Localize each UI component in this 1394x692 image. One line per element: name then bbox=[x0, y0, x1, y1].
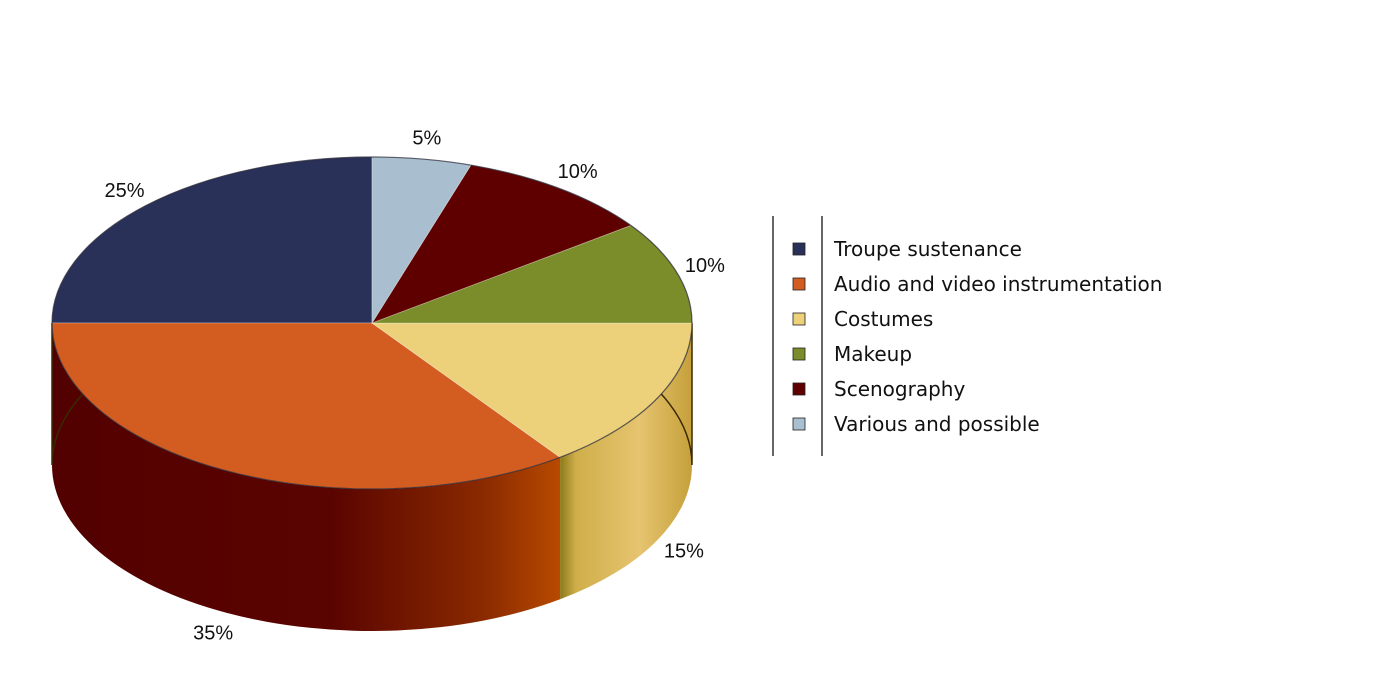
legend-swatch-makeup bbox=[792, 347, 806, 361]
pie-side-costumes bbox=[560, 323, 692, 600]
legend-swatch-various-and-possible bbox=[792, 417, 806, 431]
pie-side-audio-and-video-instrumentation bbox=[52, 323, 561, 631]
data-label-various-and-possible: 5% bbox=[412, 127, 441, 149]
legend-label-scenography: Scenography bbox=[834, 377, 965, 401]
legend-swatch-troupe-sustenance bbox=[792, 242, 806, 256]
legend-label-various-and-possible: Various and possible bbox=[834, 412, 1040, 436]
legend-swatch-costumes bbox=[792, 312, 806, 326]
data-label-troupe-sustenance: 25% bbox=[104, 180, 144, 202]
legend-label-troupe-sustenance: Troupe sustenance bbox=[833, 237, 1022, 261]
pie-labels: 25% 35% 15% 10% 10% 5% bbox=[104, 127, 725, 644]
legend: Troupe sustenance Audio and video instrum… bbox=[772, 216, 1162, 456]
legend-label-costumes: Costumes bbox=[834, 307, 933, 331]
pie-top bbox=[51, 156, 693, 490]
data-label-audio-and-video-instrumentation: 35% bbox=[193, 623, 233, 645]
data-label-scenography: 10% bbox=[558, 161, 598, 183]
pie-top-outline bbox=[51, 156, 693, 490]
data-label-costumes: 15% bbox=[664, 540, 704, 562]
legend-label-audio-and-video-instrumentation: Audio and video instrumentation bbox=[834, 272, 1162, 296]
legend-swatch-scenography bbox=[792, 382, 806, 396]
data-label-makeup: 10% bbox=[685, 255, 725, 277]
legend-swatch-audio-and-video-instrumentation bbox=[792, 277, 806, 291]
pie-slice-troupe-sustenance bbox=[51, 156, 373, 324]
legend-label-makeup: Makeup bbox=[834, 342, 912, 366]
